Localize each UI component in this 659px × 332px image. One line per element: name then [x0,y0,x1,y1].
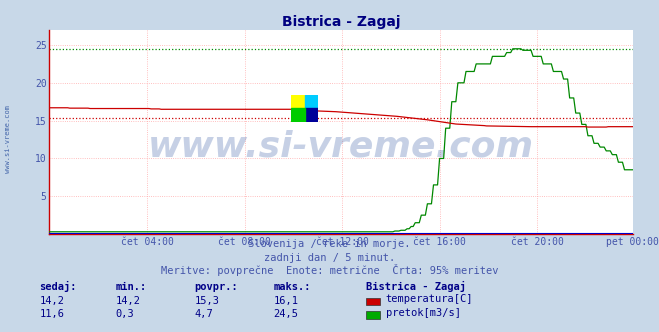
Text: 4,7: 4,7 [194,309,213,319]
Text: 14,2: 14,2 [40,296,65,306]
Bar [304,109,318,122]
Text: zadnji dan / 5 minut.: zadnji dan / 5 minut. [264,253,395,263]
Text: maks.:: maks.: [273,283,311,292]
Text: Bistrica - Zagaj: Bistrica - Zagaj [366,282,466,292]
Bar [304,95,318,109]
Bar [291,95,304,109]
Text: Meritve: povprečne  Enote: metrične  Črta: 95% meritev: Meritve: povprečne Enote: metrične Črta:… [161,264,498,276]
Text: 16,1: 16,1 [273,296,299,306]
Title: Bistrica - Zagaj: Bistrica - Zagaj [282,15,400,29]
Text: pretok[m3/s]: pretok[m3/s] [386,308,461,318]
Bar [291,109,304,122]
Text: Slovenija / reke in morje.: Slovenija / reke in morje. [248,239,411,249]
Text: 11,6: 11,6 [40,309,65,319]
Text: www.si-vreme.com: www.si-vreme.com [5,106,11,173]
Text: 14,2: 14,2 [115,296,140,306]
Text: 0,3: 0,3 [115,309,134,319]
Text: 24,5: 24,5 [273,309,299,319]
Text: povpr.:: povpr.: [194,283,238,292]
Text: temperatura[C]: temperatura[C] [386,294,473,304]
Text: min.:: min.: [115,283,146,292]
Text: www.si-vreme.com: www.si-vreme.com [148,129,534,163]
Text: sedaj:: sedaj: [40,282,77,292]
Text: 15,3: 15,3 [194,296,219,306]
